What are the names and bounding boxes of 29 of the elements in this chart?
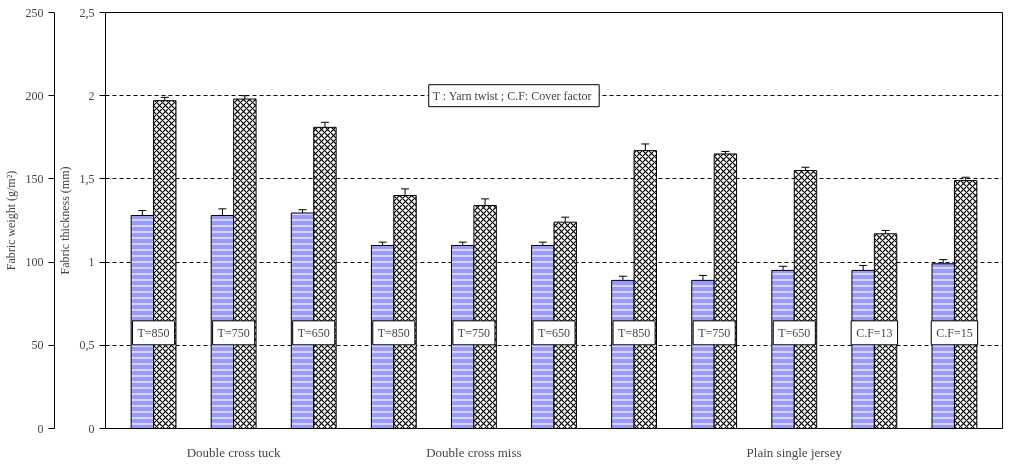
x-tick-label: T=850 <box>377 325 410 340</box>
y-tick-label: 0 <box>37 421 44 436</box>
y2-tick-label: 1 <box>88 255 95 270</box>
x-tick-label: C.F=15 <box>936 325 973 340</box>
y-tick-label: 100 <box>25 255 44 270</box>
y2-tick-label: 0,5 <box>79 338 95 353</box>
y-tick-label: 150 <box>25 171 44 186</box>
annotation: T : Yarn twist ; C.F: Cover factor <box>432 88 592 103</box>
y-axis-title: Fabric weight (g/m²) <box>3 170 18 271</box>
y-tick-label: 250 <box>25 5 44 20</box>
text: Double cross miss <box>426 444 522 460</box>
x-tick-label: T=650 <box>778 325 811 340</box>
x-tick-label: T=750 <box>217 325 250 340</box>
text: Double cross tuck <box>186 444 282 460</box>
x-tick-label: T=750 <box>457 325 490 340</box>
y-tick-label: 200 <box>25 88 44 103</box>
y2-tick-label: 2 <box>88 88 95 103</box>
y2-tick-label: 1,5 <box>79 171 95 186</box>
x-tick-label: T=650 <box>297 325 330 340</box>
y2-tick-label: 2,5 <box>79 5 95 20</box>
y2-axis-title: Fabric thickness (mm) <box>57 166 72 275</box>
x-tick-label: T=750 <box>698 325 731 340</box>
x-tick-label: C.F=13 <box>856 325 893 340</box>
y-tick-label: 50 <box>31 338 44 353</box>
x-tick-label: T=850 <box>618 325 651 340</box>
text: Plain single jersey <box>746 444 843 460</box>
x-tick-label: T=650 <box>537 325 571 340</box>
x-tick-label: T=850 <box>137 325 170 340</box>
y2-tick-label: 0 <box>88 421 95 436</box>
